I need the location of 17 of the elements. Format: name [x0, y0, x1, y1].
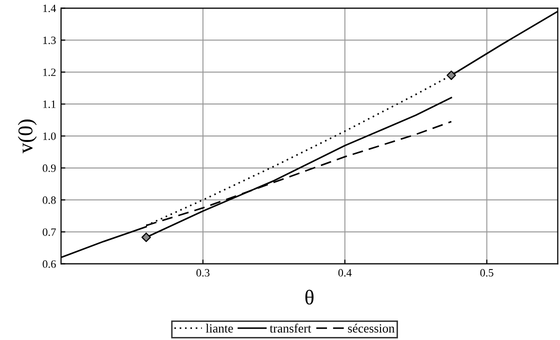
- x-axis-title: θ: [305, 290, 314, 305]
- y-tick-label: 1.4: [43, 4, 56, 12]
- y-tick-label: 0.7: [42, 228, 56, 236]
- x-tick-label: 0.3: [196, 269, 210, 277]
- legend-label: liante: [206, 324, 233, 333]
- y-tick-label: 1.2: [43, 68, 56, 76]
- y-tick-label: 0.8: [42, 196, 56, 204]
- y-tick-label: 1.1: [43, 100, 56, 108]
- y-tick-label: 1.3: [43, 36, 56, 44]
- legend-label: transfert: [270, 324, 312, 333]
- x-tick-label: 0.5: [480, 269, 494, 277]
- legend-label: sécession: [348, 324, 395, 333]
- y-tick-label: 0.9: [42, 164, 56, 172]
- y-tick-label: 1.0: [43, 132, 56, 140]
- y-axis-title: v(0): [18, 120, 37, 154]
- x-tick-label: 0.4: [338, 269, 352, 277]
- y-tick-label: 0.6: [42, 260, 56, 268]
